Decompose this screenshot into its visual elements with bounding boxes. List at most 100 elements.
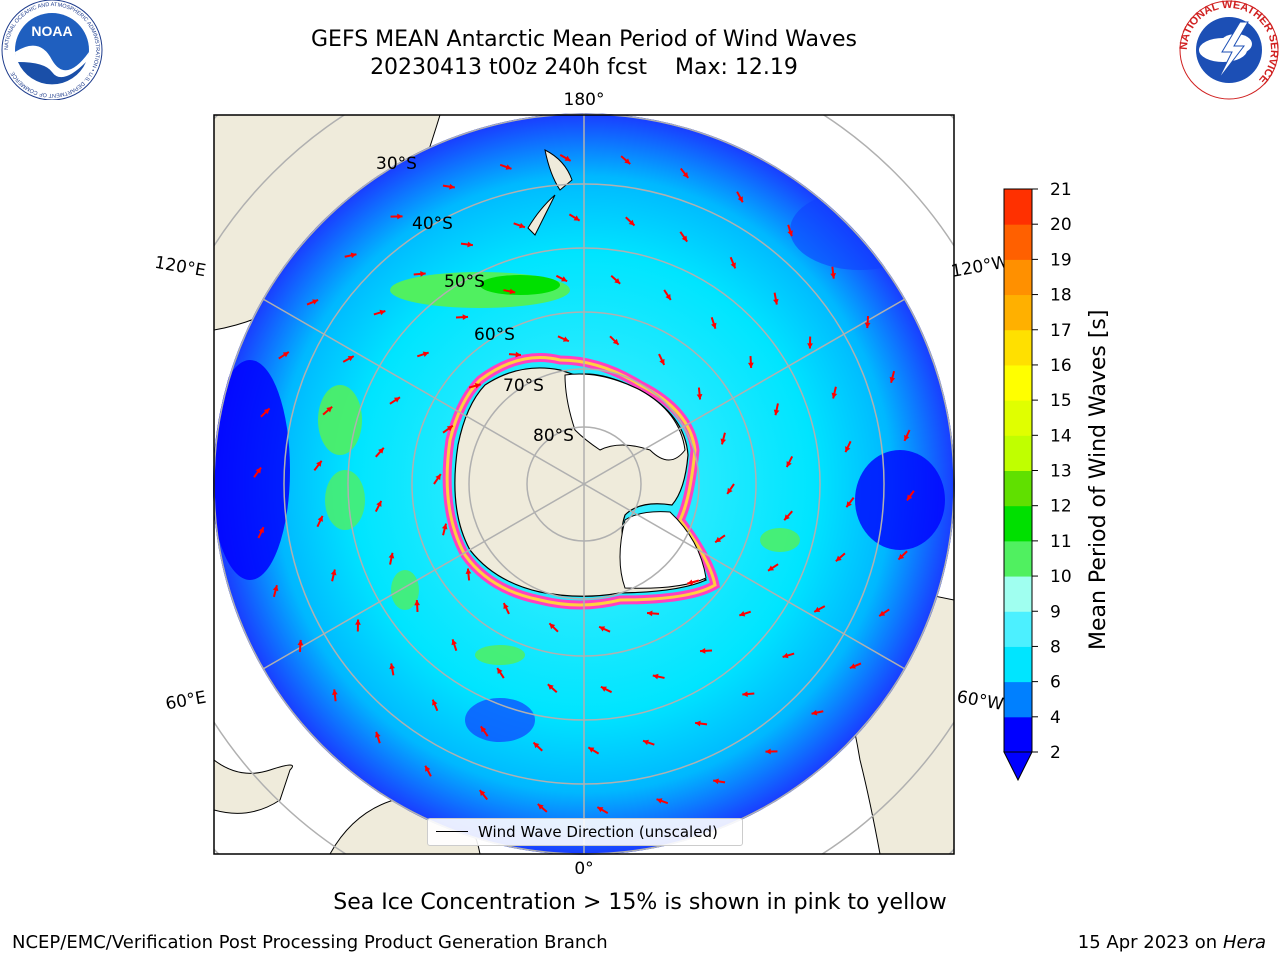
wave-direction-arrowhead [347,356,354,362]
wave-direction-arrowhead [835,555,842,562]
wave-direction-arrowhead [643,739,649,746]
colorbar-segment [1004,329,1032,366]
ross-ice-shelf [564,373,686,461]
wave-direction-arrowhead [282,351,289,358]
colorbar-tick-label: 17 [1050,321,1072,341]
wave-direction-arrowhead [807,343,813,349]
colorbar-tick-label: 20 [1050,215,1072,235]
wave-direction-arrowhead [687,579,694,586]
weddell-ice-shelf [619,511,707,589]
colorbar-segment [1004,540,1032,577]
wave-direction-arrowhead [768,565,775,571]
wave-direction-arrowhead [720,438,727,445]
wave-direction-arrowhead [782,652,789,659]
legend-label: Wind Wave Direction (unscaled) [478,823,718,841]
green-patch-4 [325,470,365,530]
colorbar-segment [1004,364,1032,401]
colorbar-tick-label: 12 [1050,497,1072,517]
colorbar-segment [1004,681,1032,718]
nws-logo: NATIONAL WEATHER SERVICE [1178,0,1280,100]
green-patch-6 [760,528,800,552]
title-line-1: GEFS MEAN Antarctic Mean Period of Wind … [311,27,857,52]
lon-label-120w: 120°W [950,252,1011,282]
wave-direction-arrowhead [814,606,821,612]
wave-direction-arrowhead [537,804,544,810]
wave-direction-arrowhead [350,252,357,259]
colorbar-segment [1004,224,1032,260]
wave-direction-arrowhead [612,338,619,345]
wave-direction-arrowhead [549,623,556,630]
wave-direction-arrowhead [446,425,453,432]
wave-direction-arrowhead [647,610,653,617]
lat-label-50s: 50°S [444,272,485,292]
wave-direction-arrowhead [355,619,361,625]
colorbar-segment [1004,646,1032,683]
wave-direction-arrowhead [786,461,792,468]
title-max-value: Max: 12.19 [675,55,798,80]
colorbar-segment [1004,505,1032,542]
wave-direction-arrowhead [845,446,851,453]
lat-label-40s: 40°S [412,214,453,234]
colorbar-segment [1004,611,1032,647]
wave-direction-arrowhead [696,394,703,400]
wave-direction-arrowhead [846,501,852,508]
wave-direction-arrowhead [665,293,671,300]
wave-direction-arrowhead [597,807,604,813]
wave-direction-arrowhead [588,747,595,753]
map-frame [213,114,955,855]
wave-direction-arrowhead [451,639,457,646]
lon-label-0: 0° [574,859,593,879]
wave-direction-arrowhead [562,336,569,342]
wave-direction-arrowhead [624,158,631,164]
wave-direction-arrowhead [628,219,635,226]
wave-direction-arrowhead [730,262,736,269]
lat-label-70s: 70°S [503,376,544,396]
wave-direction-arrowhead [614,278,621,284]
low-period-patch-west [213,360,290,580]
wave-direction-arrowhead [435,474,441,481]
colorbar-tick-label: 16 [1050,356,1072,376]
wave-direction-arrowhead [379,309,386,316]
wave-direction-arrowhead [326,406,333,413]
colorbar-segment [1004,470,1032,507]
map-legend: Wind Wave Direction (unscaled) [427,818,743,846]
low-period-patch-east [855,450,945,550]
wave-direction-arrowhead [414,600,421,606]
wave-direction-arrowhead [441,523,448,530]
producer-credit: NCEP/EMC/Verification Post Processing Pr… [12,932,608,953]
wave-direction-arrowhead [695,720,701,727]
colorbar-tick-label: 8 [1050,637,1061,657]
wave-direction-arrowhead [515,351,521,358]
wave-direction-arrowhead [681,235,688,242]
map-title: GEFS MEAN Antarctic Mean Period of Wind … [234,26,934,82]
wave-direction-arrowhead [312,299,319,305]
wind-wave-arrows [253,153,915,815]
lon-label-60e: 60°E [164,688,208,715]
wave-direction-arrowhead [397,213,403,220]
colorbar-tick-label: 4 [1050,708,1061,728]
wave-direction-arrowhead [747,362,754,368]
colorbar-segment [1004,435,1032,471]
wave-direction-arrowhead [600,686,607,692]
wave-direction-arrowhead [317,515,323,522]
wave-direction-arrowhead [297,639,304,646]
green-patch-7 [391,570,419,610]
colorbar-segment [1004,189,1032,225]
colorbar-segment [1004,259,1032,296]
lat-label-60s: 60°S [474,325,515,345]
colorbar-segment [1004,576,1032,612]
lon-label-60w: 60°W [955,687,1005,715]
colorbar-tick-label: 15 [1050,391,1072,411]
wave-direction-arrowhead [331,689,338,695]
wave-direction-arrowhead [547,684,554,690]
wave-direction-arrowhead [773,409,780,416]
colorbar-extend-arrow [1003,751,1033,782]
colorbar-tick-label: 14 [1050,426,1072,446]
title-run-info: 20230413 t00z 240h fcst [370,55,648,80]
wave-direction-arrowhead [420,271,426,277]
wave-direction-arrowhead [533,742,540,749]
wave-direction-arrowhead [682,171,689,178]
wave-direction-arrowhead [480,726,487,733]
wave-direction-arrowhead [330,569,337,576]
generation-date: 15 Apr 2023 on Hera [1078,932,1266,953]
